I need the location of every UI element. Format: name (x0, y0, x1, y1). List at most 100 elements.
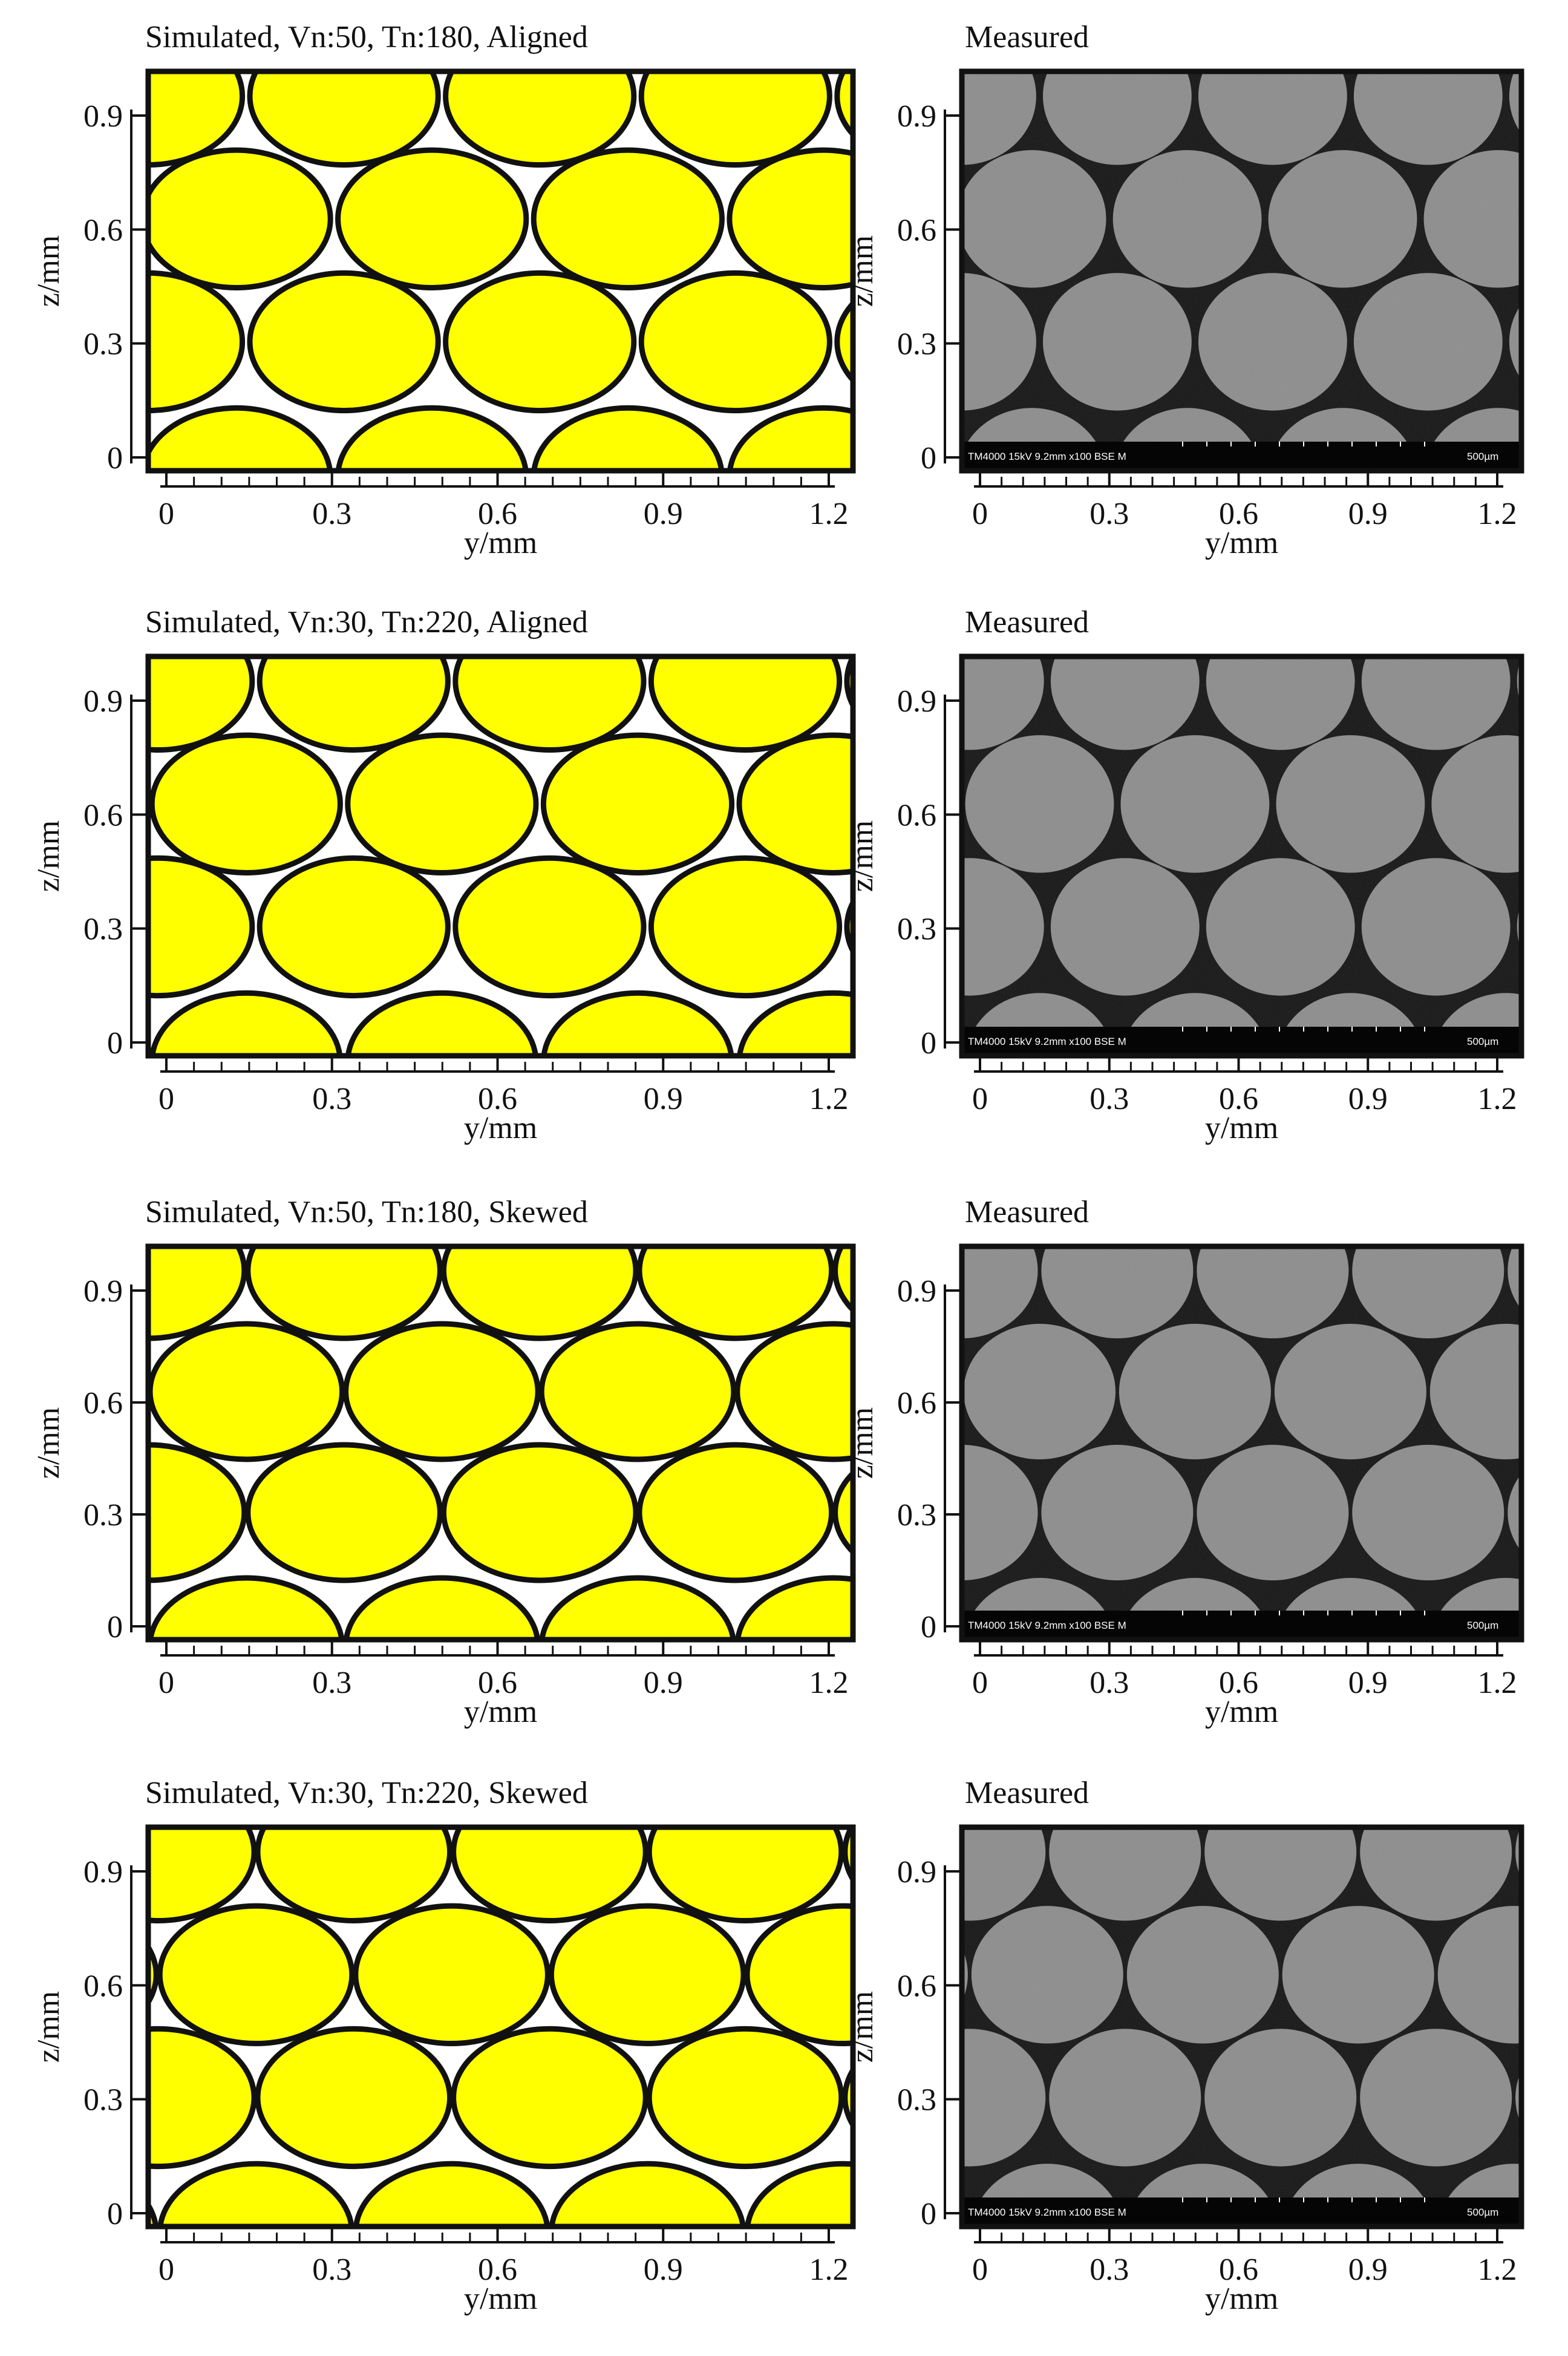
plot-area: TM4000 15kV 9.2mm x100 BSE M 500µm (962, 656, 1521, 1056)
fiber-cross-section (540, 732, 735, 876)
fiber-cross-section (335, 147, 529, 290)
fiber-cross-section (345, 990, 538, 1056)
fiber-cross-section (531, 405, 725, 471)
y-tick-label: 0.6 (83, 213, 123, 247)
y-axis-label: z/mm (845, 1991, 880, 2063)
panel-title: Measured (965, 605, 1089, 640)
y-tick-label: 0.3 (83, 1498, 123, 1533)
x-tick-label: 0.6 (1219, 2253, 1258, 2287)
fiber-cross-section (148, 1382, 149, 1401)
x-tick-label: 1.2 (809, 1082, 849, 1116)
plot-area (148, 1246, 853, 1640)
fiber-cross-section (443, 270, 637, 414)
fiber-cross-section (148, 2200, 159, 2227)
x-tick-label: 1.2 (809, 497, 849, 531)
y-tick-label: 0 (107, 1610, 123, 1644)
plot-area (148, 71, 853, 471)
y-axis-label: z/mm (845, 1407, 880, 1479)
fiber-cross-section (343, 1575, 541, 1640)
sem-info-text: TM4000 15kV 9.2mm x100 BSE M (968, 1620, 1126, 1631)
x-tick-label: 0.9 (644, 2253, 683, 2287)
panel-title: Simulated, Vn:50, Tn:180, Aligned (145, 20, 588, 54)
plot-frame (959, 653, 1524, 1059)
x-tick-label: 0.6 (478, 2253, 517, 2287)
x-tick-label: 0.3 (1089, 497, 1129, 531)
x-tick-label: 1.2 (1478, 497, 1517, 531)
x-tick-label: 1.2 (809, 1666, 849, 1700)
plot-frame (145, 1824, 856, 2230)
y-tick-label: 0.6 (83, 798, 123, 833)
x-tick-label: 0.9 (1348, 497, 1388, 531)
panel-title: Simulated, Vn:50, Tn:180, Skewed (145, 1195, 588, 1229)
y-axis-label: z/mm (31, 1407, 66, 1479)
fiber-cross-section (736, 732, 853, 875)
x-tick-label: 0.9 (1348, 1082, 1388, 1116)
panel-title: Measured (965, 1776, 1089, 1810)
fiber-cross-section (636, 1246, 835, 1341)
fiber-cross-section (440, 1442, 639, 1583)
x-axis-label: y/mm (464, 526, 537, 560)
fiber-cross-section (345, 732, 539, 876)
fiber-cross-section (727, 147, 853, 290)
sem-texture (962, 1827, 1521, 2227)
sem-fiber-section (1517, 903, 1521, 951)
y-tick-label: 0 (107, 1026, 123, 1061)
x-tick-label: 0.3 (312, 1666, 351, 1700)
plot-frame (145, 1243, 856, 1643)
fiber-cross-section (148, 1575, 345, 1640)
x-tick-label: 0 (158, 2253, 174, 2287)
y-axis-label: z/mm (845, 820, 880, 892)
fiber-cross-section (148, 147, 333, 290)
sem-texture (962, 656, 1521, 1056)
plot-area: TM4000 15kV 9.2mm x100 BSE M 500µm (962, 1246, 1521, 1640)
y-tick-label: 0.3 (83, 912, 123, 947)
fiber-cross-section (745, 2161, 853, 2227)
x-tick-label: 1.2 (1478, 2253, 1517, 2287)
x-tick-label: 0.3 (1089, 2253, 1129, 2287)
y-tick-label: 0.9 (897, 684, 936, 719)
y-tick-label: 0 (921, 441, 936, 476)
sem-fiber-section (1517, 658, 1521, 705)
y-tick-label: 0.6 (897, 213, 936, 247)
plot-frame (145, 653, 856, 1059)
x-tick-label: 0.9 (644, 1666, 683, 1700)
y-tick-label: 0.9 (897, 99, 936, 134)
fiber-cross-section (832, 1246, 853, 1314)
fiber-cross-section (648, 855, 843, 999)
sem-info-bar (962, 442, 1521, 471)
x-tick-label: 0.9 (644, 1082, 683, 1116)
y-tick-label: 0.6 (83, 1386, 123, 1421)
fiber-cross-section (353, 1903, 550, 2047)
sem-info-text: TM4000 15kV 9.2mm x100 BSE M (968, 1036, 1126, 1047)
fiber-cross-section (149, 732, 343, 876)
y-tick-label: 0.6 (83, 1969, 123, 2003)
x-tick-label: 0.6 (1219, 1666, 1258, 1700)
fiber-cross-section (148, 405, 333, 471)
fiber-cross-section (451, 1827, 648, 1923)
plot-area: TM4000 15kV 9.2mm x100 BSE M 500µm (962, 1827, 1521, 2227)
fiber-cross-section (646, 2026, 844, 2170)
sem-texture (962, 1246, 1521, 1640)
x-tick-label: 0 (972, 2253, 988, 2287)
x-axis-label: y/mm (1205, 526, 1278, 560)
simulated-panel-3: Simulated, Vn:50, Tn:180, Skewed 0 0.3 0.6 0… (31, 1195, 856, 1729)
fiber-cross-section (343, 1321, 541, 1462)
y-tick-label: 0.9 (83, 1855, 123, 1890)
y-tick-label: 0.3 (83, 2083, 123, 2118)
y-tick-label: 0.3 (897, 2083, 936, 2118)
x-tick-label: 0.3 (312, 2253, 351, 2287)
fiber-cross-section (539, 1575, 736, 1640)
fiber-cross-section (157, 1903, 355, 2047)
sem-info-text: TM4000 15kV 9.2mm x100 BSE M (968, 451, 1126, 462)
scale-bar-label: 500µm (1467, 1620, 1498, 1631)
fiber-cross-section (451, 2026, 648, 2170)
scale-bar-label: 500µm (1467, 2207, 1498, 2218)
fiber-cross-section (727, 405, 853, 471)
scale-bar-label: 500µm (1467, 1036, 1498, 1047)
plot-frame (959, 1824, 1524, 2230)
y-axis-label: z/mm (31, 235, 66, 307)
fiber-cross-section (834, 71, 853, 139)
x-tick-label: 0.6 (478, 497, 517, 531)
sem-info-bar (962, 1027, 1521, 1056)
